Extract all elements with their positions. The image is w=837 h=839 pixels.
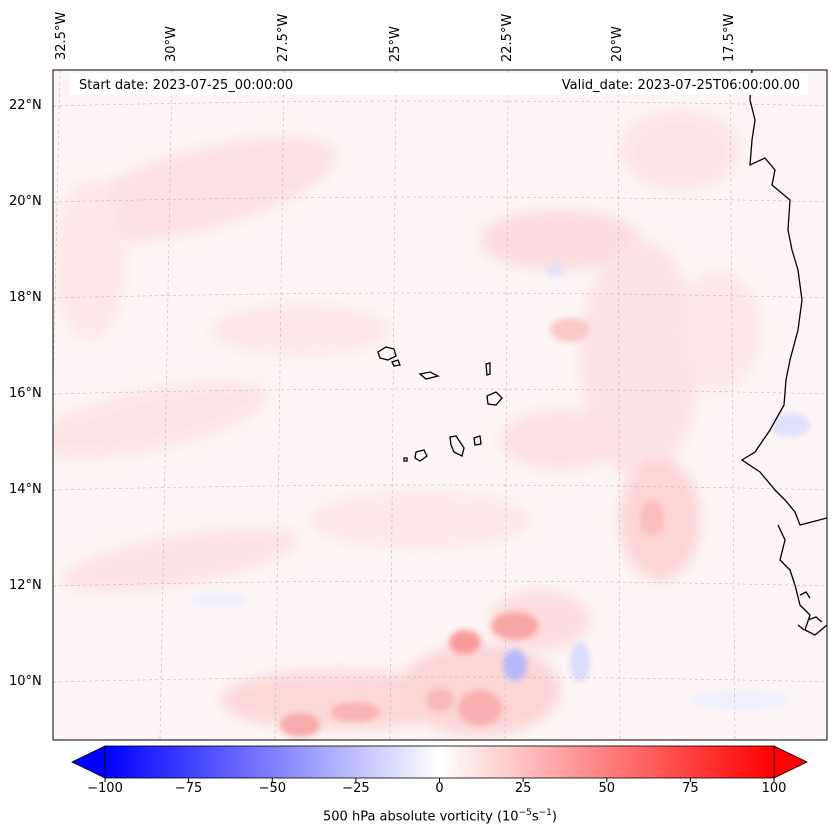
island-sao-nicolau: [418, 371, 440, 380]
island-maio: [473, 435, 482, 446]
valid-date-label: Valid_date: 2023-07-25T06:00:00.00: [561, 78, 800, 93]
colorbar-tick-label: −50: [258, 781, 287, 796]
colorbar-tick-label: 75: [682, 781, 699, 796]
lat-label-20n: 20°N: [9, 194, 42, 209]
lon-label-30w: 30°W: [164, 26, 179, 62]
africa-coastline: [740, 70, 827, 636]
lon-label-25w: 25°W: [388, 26, 403, 62]
map-frame: [52, 69, 828, 741]
gridlines: [53, 70, 827, 740]
lat-label-22n: 22°N: [9, 98, 42, 113]
lon-label-32-5w: 32.5°W: [54, 11, 69, 60]
colorbar-label: 500 hPa absolute vorticity (10−5s−1): [323, 808, 557, 825]
island-boa-vista: [486, 391, 503, 406]
lon-label-17-5w: 17.5°W: [722, 13, 737, 62]
colorbar-tick-label: −75: [174, 781, 203, 796]
colorbar-tick-label: −25: [342, 781, 370, 796]
header-background: [70, 73, 808, 95]
colorbar-min-arrow: [71, 745, 106, 779]
island-fogo: [414, 449, 428, 462]
colorbar-tick-label: 25: [514, 781, 532, 796]
lat-label-16n: 16°N: [9, 386, 42, 401]
island-brava: [403, 457, 408, 462]
island-sal: [485, 362, 491, 376]
colorbar: [71, 745, 808, 782]
lat-label-14n: 14°N: [9, 482, 42, 497]
colorbar-tick-label: −100: [87, 781, 123, 796]
lat-label-12n: 12°N: [9, 578, 42, 593]
island-santiago: [449, 435, 465, 457]
bijagos-islands: [797, 591, 823, 631]
lat-label-10n: 10°N: [9, 674, 42, 689]
lat-label-18n: 18°N: [9, 290, 42, 305]
colorbar-tick-label: 100: [761, 781, 787, 796]
colorbar-tick-label: 0: [435, 781, 444, 796]
colorbar-ticks: [104, 778, 775, 782]
island-sao-vicente: [391, 359, 401, 367]
lon-label-27-5w: 27.5°W: [276, 13, 291, 62]
colorbar-tick-label: 50: [598, 781, 616, 796]
lon-label-20w: 20°W: [610, 26, 625, 62]
colorbar-bar: [104, 745, 775, 779]
coastlines: [377, 70, 827, 636]
start-date-label: Start date: 2023-07-25_00:00:00: [79, 78, 294, 93]
colorbar-max-arrow: [773, 745, 808, 779]
lon-label-22-5w: 22.5°W: [500, 13, 515, 62]
island-santo-antao: [377, 346, 397, 361]
vorticity-field: [53, 70, 827, 740]
